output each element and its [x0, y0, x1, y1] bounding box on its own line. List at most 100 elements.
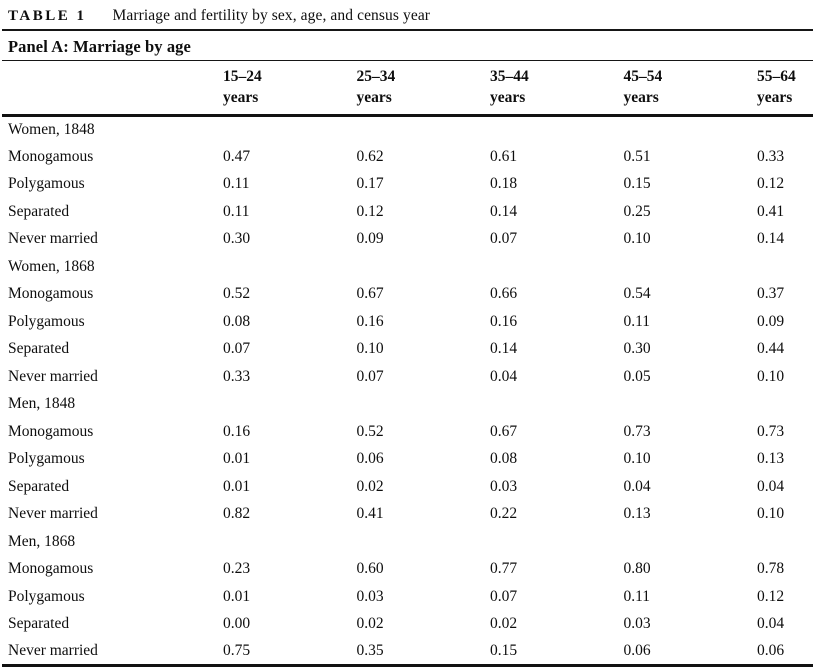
- column-header: 35–44 years: [490, 61, 624, 117]
- cell-value: 0.25: [623, 202, 651, 220]
- table-row: Monogamous 0.16 0.52 0.67 0.73 0.73: [2, 418, 813, 446]
- column-header: 55–64 years: [757, 61, 813, 117]
- cell-value: 0.66: [490, 285, 518, 303]
- cell-value: 0.33: [757, 147, 785, 165]
- age-range: 25–34: [356, 68, 396, 85]
- cell-value: 0.02: [490, 615, 518, 633]
- marriage-by-age-table: 15–24 years 25–34 years 35–44 years 45–54 ye…: [2, 61, 813, 667]
- cell-value: 0.67: [490, 422, 518, 440]
- cell-value: 0.23: [223, 560, 251, 578]
- cell-value: 0.30: [223, 230, 251, 248]
- table-row: Separated 0.01 0.02 0.03 0.04 0.04: [2, 473, 813, 501]
- row-label-header: [2, 61, 223, 117]
- cell-value: 0.04: [757, 477, 785, 495]
- cell-value: 0.12: [757, 175, 785, 193]
- row-label: Polygamous: [8, 450, 85, 468]
- cell-value: 0.06: [757, 638, 813, 667]
- age-unit: years: [490, 89, 526, 106]
- cell-value: 0.09: [757, 312, 785, 330]
- cell-value: 0.00: [223, 615, 251, 633]
- cell-value: 0.52: [223, 285, 251, 303]
- table-title: Marriage and fertility by sex, age, and …: [112, 7, 431, 24]
- cell-value: 0.07: [356, 367, 384, 385]
- age-range: 35–44: [490, 68, 529, 85]
- cell-value: 0.09: [356, 230, 384, 248]
- cell-value: 0.02: [356, 477, 384, 495]
- cell-value: 0.10: [757, 367, 785, 385]
- cell-value: 0.77: [490, 560, 518, 578]
- panel-title: Panel A: Marriage by age: [8, 37, 191, 56]
- group-row: Women, 1848: [2, 116, 813, 144]
- column-header: 15–24 years: [223, 61, 357, 117]
- cell-value: 0.22: [490, 505, 518, 523]
- cell-value: 0.01: [223, 450, 251, 468]
- cell-value: 0.35: [356, 638, 490, 667]
- cell-value: 0.04: [490, 367, 518, 385]
- group-label: Women, 1868: [8, 257, 95, 275]
- cell-value: 0.12: [356, 202, 384, 220]
- divider-panel: [2, 59, 813, 61]
- table-row: Separated 0.00 0.02 0.02 0.03 0.04: [2, 611, 813, 639]
- row-label: Monogamous: [8, 285, 94, 303]
- cell-value: 0.44: [757, 340, 785, 358]
- group-row: Men, 1848: [2, 391, 813, 419]
- cell-value: 0.16: [223, 422, 251, 440]
- row-label: Separated: [8, 477, 70, 495]
- age-unit: years: [757, 89, 793, 106]
- cell-value: 0.11: [623, 587, 651, 605]
- column-header: 25–34 years: [356, 61, 490, 117]
- cell-value: 0.80: [623, 560, 651, 578]
- row-label: Polygamous: [8, 587, 85, 605]
- table-row: Never married 0.33 0.07 0.04 0.05 0.10: [2, 363, 813, 391]
- cell-value: 0.07: [490, 587, 518, 605]
- age-range: 55–64: [757, 68, 796, 85]
- cell-value: 0.41: [356, 505, 384, 523]
- row-label: Polygamous: [8, 175, 85, 193]
- table-number-label: TABLE 1: [8, 8, 87, 24]
- cell-value: 0.06: [623, 638, 757, 667]
- table-row: Never married 0.75 0.35 0.15 0.06 0.06: [2, 638, 813, 667]
- cell-value: 0.18: [490, 175, 518, 193]
- cell-value: 0.15: [623, 175, 651, 193]
- cell-value: 0.14: [490, 202, 518, 220]
- panel-heading-row: Panel A: Marriage by age: [0, 31, 822, 60]
- cell-value: 0.41: [757, 202, 785, 220]
- cell-value: 0.33: [223, 367, 251, 385]
- cell-value: 0.07: [490, 230, 518, 248]
- cell-value: 0.10: [356, 340, 384, 358]
- cell-value: 0.82: [223, 505, 251, 523]
- cell-value: 0.62: [356, 147, 384, 165]
- cell-value: 0.61: [490, 147, 518, 165]
- row-label: Polygamous: [8, 312, 85, 330]
- age-unit: years: [356, 89, 392, 106]
- cell-value: 0.37: [757, 285, 785, 303]
- cell-value: 0.75: [223, 638, 357, 667]
- row-label: Never married: [8, 505, 98, 523]
- cell-value: 0.14: [490, 340, 518, 358]
- group-label: Men, 1868: [8, 532, 76, 550]
- table-row: Polygamous 0.11 0.17 0.18 0.15 0.12: [2, 171, 813, 199]
- row-label: Never married: [8, 230, 98, 248]
- table-row: Polygamous 0.08 0.16 0.16 0.11 0.09: [2, 308, 813, 336]
- cell-value: 0.60: [356, 560, 384, 578]
- cell-value: 0.54: [623, 285, 651, 303]
- row-label: Monogamous: [8, 147, 94, 165]
- cell-value: 0.08: [490, 450, 518, 468]
- row-label: Monogamous: [8, 560, 94, 578]
- cell-value: 0.17: [356, 175, 384, 193]
- age-range: 15–24: [223, 68, 262, 85]
- cell-value: 0.11: [223, 175, 250, 193]
- cell-value: 0.01: [223, 477, 251, 495]
- cell-value: 0.07: [223, 340, 251, 358]
- cell-value: 0.51: [623, 147, 651, 165]
- cell-value: 0.16: [490, 312, 518, 330]
- row-label: Monogamous: [8, 422, 94, 440]
- table-row: Separated 0.07 0.10 0.14 0.30 0.44: [2, 336, 813, 364]
- cell-value: 0.03: [356, 587, 384, 605]
- cell-value: 0.67: [356, 285, 384, 303]
- column-header-row: 15–24 years 25–34 years 35–44 years 45–54 ye…: [2, 61, 813, 117]
- cell-value: 0.52: [356, 422, 384, 440]
- cell-value: 0.14: [757, 230, 785, 248]
- table-row: Never married 0.30 0.09 0.07 0.10 0.14: [2, 226, 813, 254]
- table-row: Polygamous 0.01 0.03 0.07 0.11 0.12: [2, 583, 813, 611]
